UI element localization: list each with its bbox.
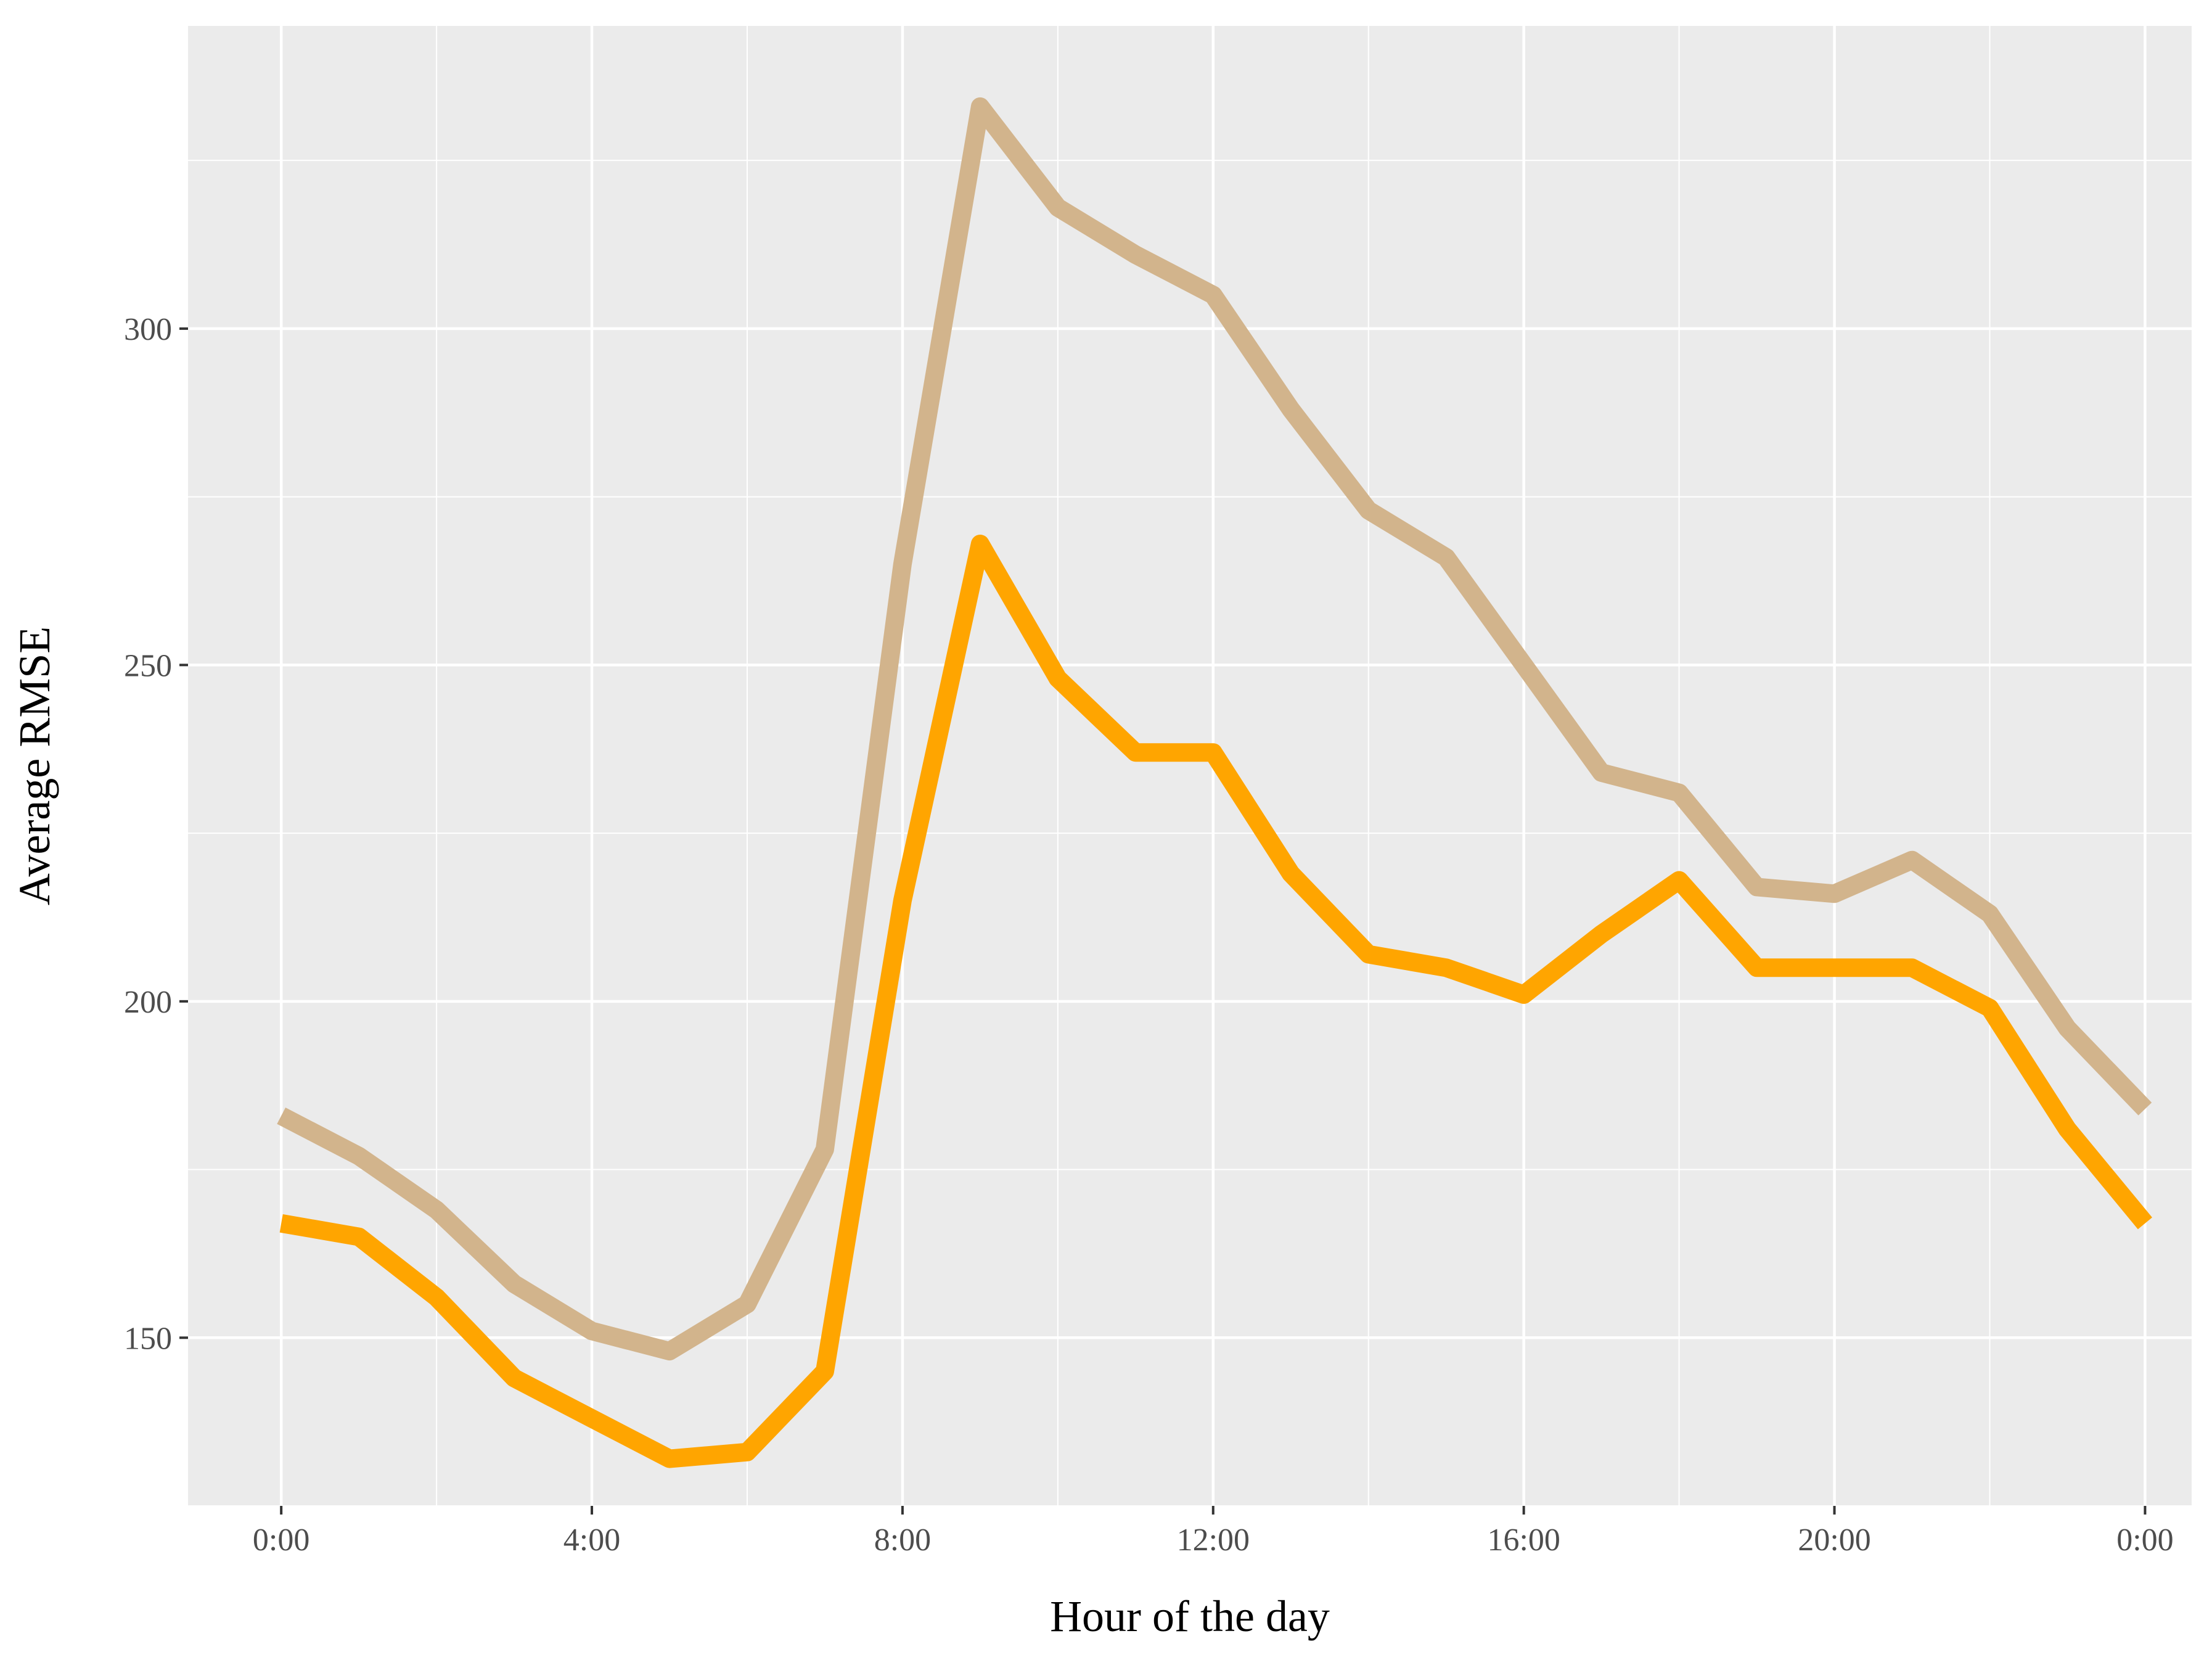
series-line-2 (279, 535, 2152, 1468)
x-tick-label: 4:00 (563, 1523, 620, 1558)
x-axis-title: Hour of the day (1050, 1592, 1330, 1641)
y-axis: 150 200 250 300 (124, 312, 188, 1356)
y-axis-title: Average RMSE (10, 627, 59, 906)
x-tick-label: 0:00 (2116, 1523, 2173, 1558)
panel-background (188, 26, 2192, 1506)
y-tick-label: 250 (124, 648, 172, 683)
y-tick-label: 300 (124, 312, 172, 347)
series-line-1 (277, 97, 2152, 1361)
x-tick-label: 16:00 (1487, 1523, 1560, 1558)
x-tick-label: 0:00 (253, 1523, 309, 1558)
minor-gridlines (188, 26, 2192, 1507)
x-tick-label: 12:00 (1177, 1523, 1250, 1558)
series-layer (277, 97, 2152, 1468)
x-tick-label: 8:00 (874, 1523, 931, 1558)
y-tick-label: 200 (124, 985, 172, 1020)
x-axis: 0:00 4:00 8:00 12:00 16:00 20:00 0:00 (253, 1506, 2174, 1558)
x-tick-label: 20:00 (1798, 1523, 1870, 1558)
y-tick-label: 150 (124, 1321, 172, 1356)
major-gridlines (188, 26, 2192, 1506)
